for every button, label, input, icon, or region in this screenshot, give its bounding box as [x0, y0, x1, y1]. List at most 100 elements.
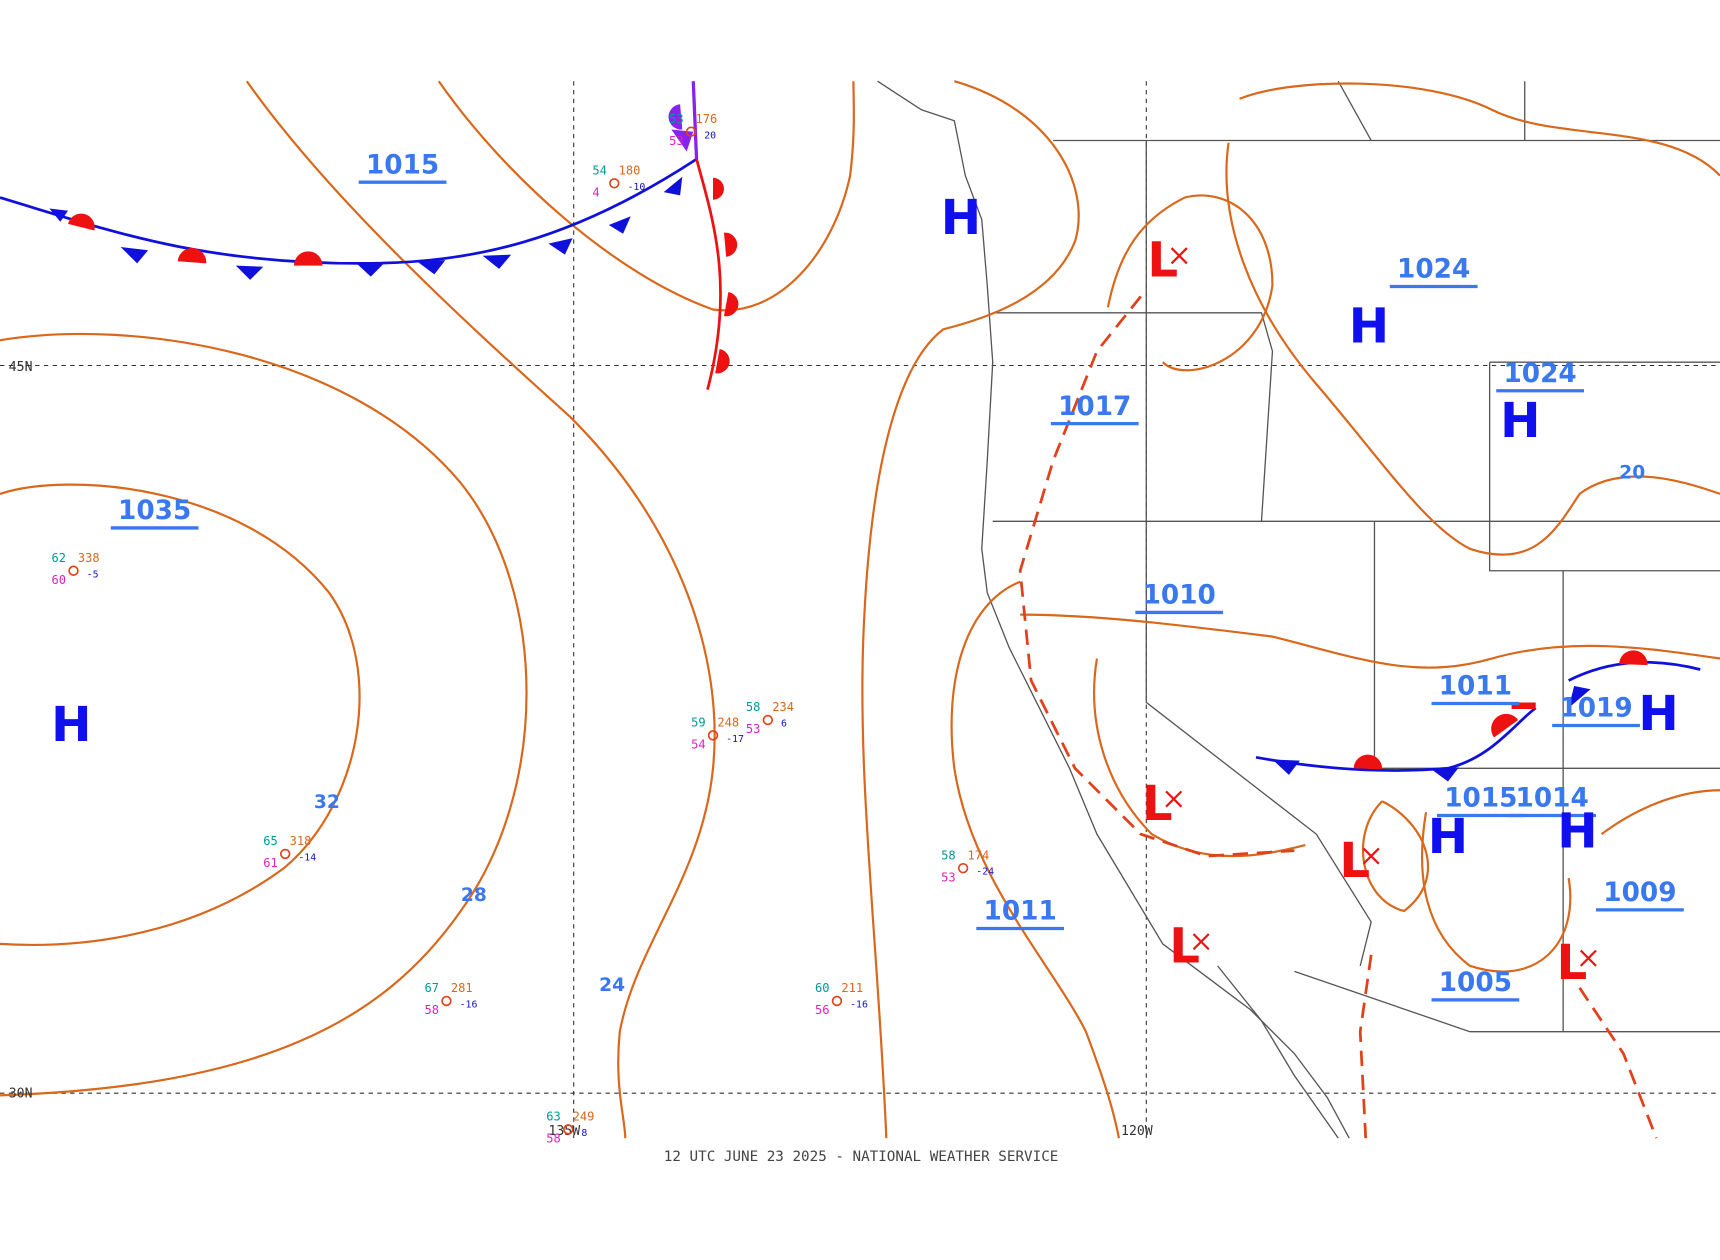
station-dewpoint: 53 [669, 134, 684, 148]
isobar [1225, 142, 1720, 556]
station-tendency: -5 [87, 569, 99, 580]
station-circle [762, 714, 774, 726]
station-temp: 54 [592, 164, 607, 178]
station-pressure: 338 [78, 551, 100, 565]
station-temp: 67 [425, 981, 440, 995]
isobar-label: 1005 [1439, 968, 1512, 998]
isobar [437, 80, 855, 312]
station-tendency: -16 [850, 1000, 868, 1011]
isobar [0, 332, 528, 1097]
isobar [1239, 82, 1720, 177]
station-pressure: 281 [451, 981, 473, 995]
station-pressure: 174 [968, 848, 990, 862]
station-pressure: 318 [290, 834, 312, 848]
station-dewpoint: 54 [691, 738, 706, 752]
high-center: H [51, 697, 91, 753]
station-pressure: 211 [841, 981, 863, 995]
station-temp: 58 [941, 848, 956, 862]
station-temp: 62 [52, 551, 67, 565]
station-circle [68, 565, 79, 576]
lat-label: 45N [9, 360, 33, 375]
isobar [1421, 812, 1572, 973]
station-tendency: -14 [298, 852, 316, 863]
isobar-label: 1024 [1397, 255, 1470, 285]
coastline [877, 80, 1350, 1139]
isobar-label: 1014 [1516, 784, 1589, 814]
station-circle [279, 848, 291, 860]
station-circle [609, 178, 620, 189]
isobar-label: 1019 [1559, 694, 1632, 724]
isobar [1106, 194, 1274, 372]
station-tendency: 6 [781, 719, 787, 730]
contour-label: 32 [314, 792, 340, 813]
station-dewpoint: 61 [263, 856, 278, 870]
station-dewpoint: 56 [815, 1003, 830, 1017]
station-temp: 65 [263, 834, 278, 848]
station-tendency: 20 [704, 130, 716, 141]
isobar [861, 80, 1080, 1139]
isobar [1361, 800, 1430, 913]
station-temp: 58 [746, 700, 761, 714]
front-symbols [49, 104, 1648, 782]
station-temp: 60 [815, 981, 830, 995]
contour-label: 24 [599, 975, 625, 996]
trough [1358, 954, 1658, 1139]
station-pressure: 180 [619, 164, 641, 178]
station-tendency: -24 [976, 867, 994, 878]
station-tendency: -17 [726, 734, 744, 745]
station-pressure: 176 [695, 112, 717, 126]
lon-label: 120W [1121, 1124, 1153, 1139]
station-dewpoint: 58 [425, 1003, 440, 1017]
station-circle [441, 995, 452, 1007]
low-marker [1165, 790, 1183, 808]
lat-label: 30N [9, 1087, 33, 1102]
station-temp: 53 [669, 112, 684, 126]
isobar [245, 80, 716, 1139]
contour-label: 20 [1619, 463, 1645, 484]
high-center: H [1500, 393, 1540, 449]
isobar [1020, 613, 1720, 669]
station-dewpoint: 53 [941, 870, 956, 884]
isobar [1093, 658, 1306, 858]
warm-front [695, 158, 722, 390]
low-marker [1579, 949, 1597, 967]
isobar-label: 1015 [1444, 784, 1517, 814]
isobar-label: 1035 [118, 496, 191, 526]
low-marker [1362, 847, 1380, 865]
station-circle [831, 995, 843, 1007]
isobar-label: 1011 [984, 897, 1057, 927]
station-temp: 63 [546, 1110, 561, 1124]
footer: 12 UTC JUNE 23 2025 - NATIONAL WEATHER S… [664, 1149, 1059, 1165]
station-pressure: 248 [717, 716, 739, 730]
station-circle [957, 862, 969, 874]
isobar-label: 1009 [1603, 878, 1676, 908]
trough [1018, 295, 1295, 858]
isobar-label: 1010 [1143, 581, 1216, 611]
high-center: H [1557, 803, 1597, 859]
station-circle [563, 1124, 574, 1135]
isobar [950, 580, 1120, 1139]
coastline [1217, 965, 1339, 1139]
isobar-label: 1017 [1058, 392, 1131, 422]
high-center: H [1428, 809, 1468, 865]
isobar [0, 483, 361, 946]
station-circle [685, 126, 697, 137]
high-center: H [941, 190, 981, 246]
isobar-label: 1015 [366, 150, 439, 180]
station-pressure: 249 [573, 1110, 595, 1124]
high-center: H [1349, 298, 1389, 354]
station-dewpoint: 53 [746, 722, 761, 736]
high-center: H [1638, 686, 1678, 742]
station-pressure: 234 [772, 700, 794, 714]
station-dewpoint: 4 [592, 185, 599, 199]
station-temp: 59 [691, 716, 706, 730]
station-tendency: 8 [581, 1128, 587, 1139]
station-circle [707, 730, 719, 741]
station-dewpoint: 58 [546, 1132, 561, 1146]
isobar-label: 1024 [1503, 359, 1576, 389]
occluded-front [691, 81, 699, 160]
station-tendency: -16 [460, 1000, 478, 1011]
station-dewpoint: 60 [52, 573, 67, 587]
